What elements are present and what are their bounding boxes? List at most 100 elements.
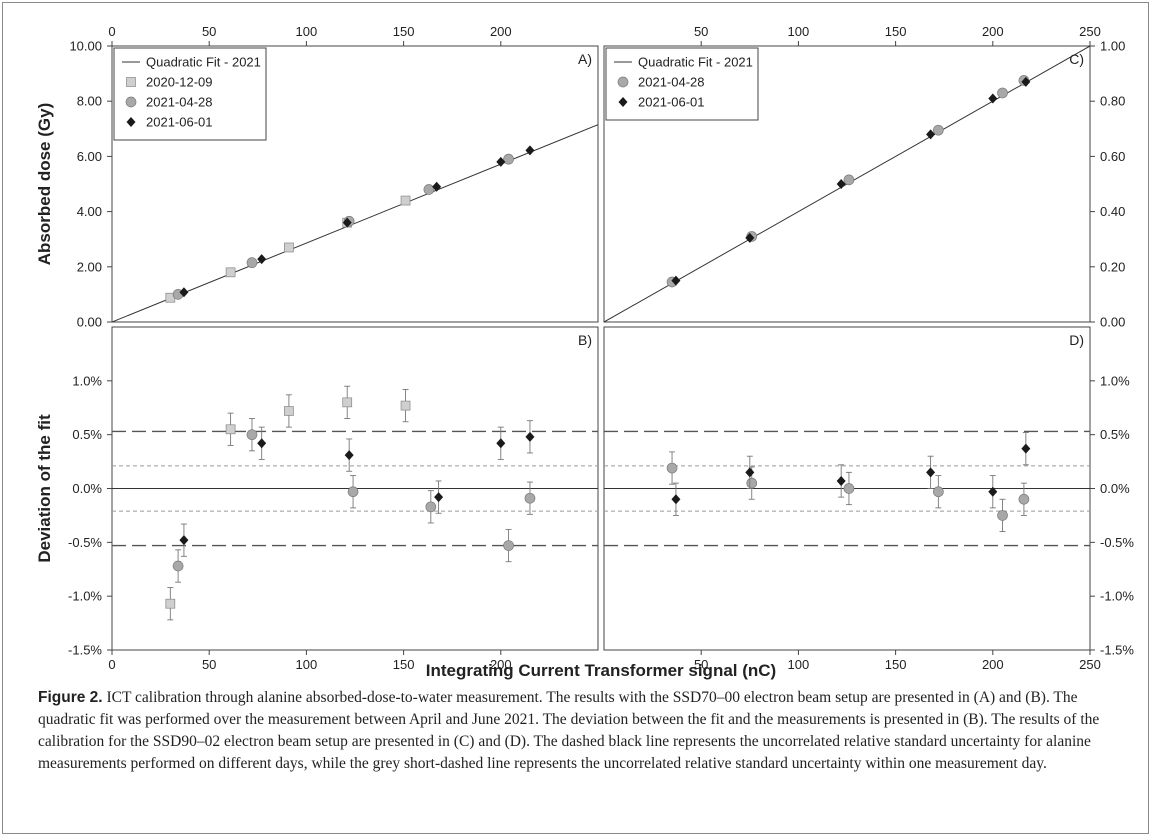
panel-d-plot-area bbox=[604, 430, 1090, 547]
data-point bbox=[503, 153, 514, 165]
series-2021-06-01 bbox=[671, 432, 1031, 516]
x-tick-label: 150 bbox=[393, 657, 415, 672]
y-tick-label: 0.5% bbox=[1100, 427, 1130, 442]
data-point bbox=[988, 486, 998, 497]
data-point bbox=[843, 483, 855, 494]
x-tick-label: 200 bbox=[490, 657, 512, 672]
x-tick-label: 100 bbox=[296, 657, 318, 672]
data-point bbox=[926, 129, 936, 140]
legend-marker bbox=[126, 117, 136, 127]
y-tick-label: 0.0% bbox=[1100, 481, 1130, 496]
legend-label: 2021-06-01 bbox=[146, 115, 213, 130]
y-tick-label: 0.20 bbox=[1100, 259, 1125, 274]
legend-label: 2021-04-28 bbox=[638, 75, 705, 90]
y-tick-label: 10.00 bbox=[69, 39, 102, 54]
data-point bbox=[344, 450, 354, 461]
y-tick-label: 1.0% bbox=[1100, 373, 1130, 388]
panel-c: 50 100 150 200 250 0.00 0.20 0.40 0.60 0.80 1.00 C)… bbox=[603, 24, 1125, 330]
x-tick-label: 250 bbox=[1079, 24, 1101, 39]
data-point bbox=[997, 87, 1008, 99]
y-tick-label: -1.0% bbox=[1100, 589, 1134, 604]
y-tick-label: 0.5% bbox=[72, 427, 102, 442]
x-tick-label: 150 bbox=[885, 24, 907, 39]
x-tick-label: 50 bbox=[694, 24, 708, 39]
data-point bbox=[434, 492, 444, 503]
x-tick-label: 200 bbox=[982, 24, 1004, 39]
y-tick-label: 0.80 bbox=[1100, 94, 1125, 109]
x-tick-label: 0 bbox=[108, 657, 115, 672]
data-point bbox=[926, 467, 936, 478]
data-point bbox=[432, 181, 442, 192]
x-tick-label: 100 bbox=[788, 24, 810, 39]
y-tick-label: 1.00 bbox=[1100, 39, 1125, 54]
data-point bbox=[347, 486, 359, 498]
y-tick-label: 0.00 bbox=[1100, 315, 1125, 330]
x-tick-label: 50 bbox=[202, 24, 216, 39]
data-point bbox=[342, 217, 352, 228]
y-tick-label: 0.40 bbox=[1100, 204, 1125, 219]
x-tick-label: 150 bbox=[393, 24, 415, 39]
legend-label: 2020-12-09 bbox=[146, 75, 213, 90]
legend-box bbox=[113, 47, 267, 141]
panel-a-frame bbox=[111, 45, 599, 323]
data-point bbox=[179, 535, 189, 546]
data-point bbox=[423, 184, 435, 195]
y-tick-label: 0.60 bbox=[1100, 149, 1125, 164]
data-point bbox=[225, 267, 236, 278]
data-point bbox=[225, 424, 236, 435]
panel-b-plot-area bbox=[112, 385, 598, 621]
data-point bbox=[525, 145, 535, 156]
data-point bbox=[988, 93, 998, 104]
data-point bbox=[257, 254, 267, 265]
data-point bbox=[400, 400, 411, 411]
x-tick-label: 150 bbox=[885, 657, 907, 672]
data-point bbox=[1021, 443, 1031, 454]
panel-label: B) bbox=[578, 332, 592, 348]
panel-a-plot-area bbox=[112, 124, 598, 322]
panel-c-plot-area bbox=[604, 46, 1090, 322]
x-tick-label: 200 bbox=[982, 657, 1004, 672]
data-point bbox=[836, 179, 846, 189]
legend-box bbox=[605, 47, 759, 121]
y-tick-label: -1.0% bbox=[68, 589, 102, 604]
data-point bbox=[997, 510, 1008, 521]
legend-label: 2021-04-28 bbox=[146, 95, 213, 110]
legend: Quadratic Fit - 2021 2021-04-28 2021-06-01 bbox=[605, 47, 759, 121]
data-point bbox=[496, 438, 506, 449]
panel-a: 0 50 100 150 200 0.00 2.00 4.00 6.00 8.00 10.00 A) Q… bbox=[35, 24, 599, 330]
data-point bbox=[836, 475, 846, 486]
data-point bbox=[746, 477, 758, 489]
data-point bbox=[284, 406, 294, 416]
data-point bbox=[257, 438, 267, 449]
data-point bbox=[246, 257, 258, 269]
y-tick-label: -1.5% bbox=[68, 643, 102, 658]
data-point bbox=[843, 174, 855, 186]
legend-label: Quadratic Fit - 2021 bbox=[146, 55, 261, 70]
data-point bbox=[172, 560, 184, 572]
data-point bbox=[524, 492, 536, 504]
x-axis-title: Integrating Current Transformer signal (… bbox=[426, 661, 776, 680]
panel-label: A) bbox=[578, 51, 592, 67]
x-tick-label: 0 bbox=[108, 24, 115, 39]
figure-caption: Figure 2. ICT calibration through alanin… bbox=[38, 687, 1118, 775]
legend: Quadratic Fit - 2021 2020-12-09 2021-04-28… bbox=[113, 47, 267, 141]
x-tick-label: 250 bbox=[1079, 657, 1101, 672]
series-2021-06-01 bbox=[179, 420, 535, 557]
legend-marker bbox=[618, 97, 628, 107]
data-point bbox=[179, 287, 189, 298]
data-point bbox=[400, 195, 411, 206]
panel-b: 0 50 100 150 200 -1.5% -1.0% -0.5% 0.0% 0.5% 1.0% B… bbox=[35, 326, 599, 672]
y-tick-label: -0.5% bbox=[68, 535, 102, 550]
series-2020-12-09 bbox=[165, 385, 411, 621]
data-point bbox=[425, 501, 437, 513]
data-point bbox=[496, 156, 506, 167]
data-point bbox=[745, 467, 755, 478]
caption-label: Figure 2. bbox=[38, 689, 103, 706]
data-point bbox=[284, 242, 294, 253]
y-tick-label: 6.00 bbox=[77, 149, 102, 164]
series-2020-12-09 bbox=[165, 195, 411, 303]
y-tick-label: 1.0% bbox=[72, 373, 102, 388]
y-axis-title: Absorbed dose (Gy) bbox=[35, 103, 54, 265]
data-point bbox=[246, 429, 258, 441]
panel-c-frame bbox=[603, 45, 1091, 323]
